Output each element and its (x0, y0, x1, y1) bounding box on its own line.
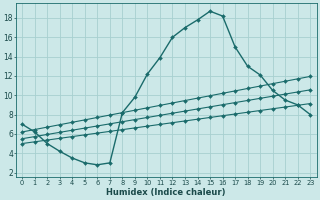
X-axis label: Humidex (Indice chaleur): Humidex (Indice chaleur) (107, 188, 226, 197)
